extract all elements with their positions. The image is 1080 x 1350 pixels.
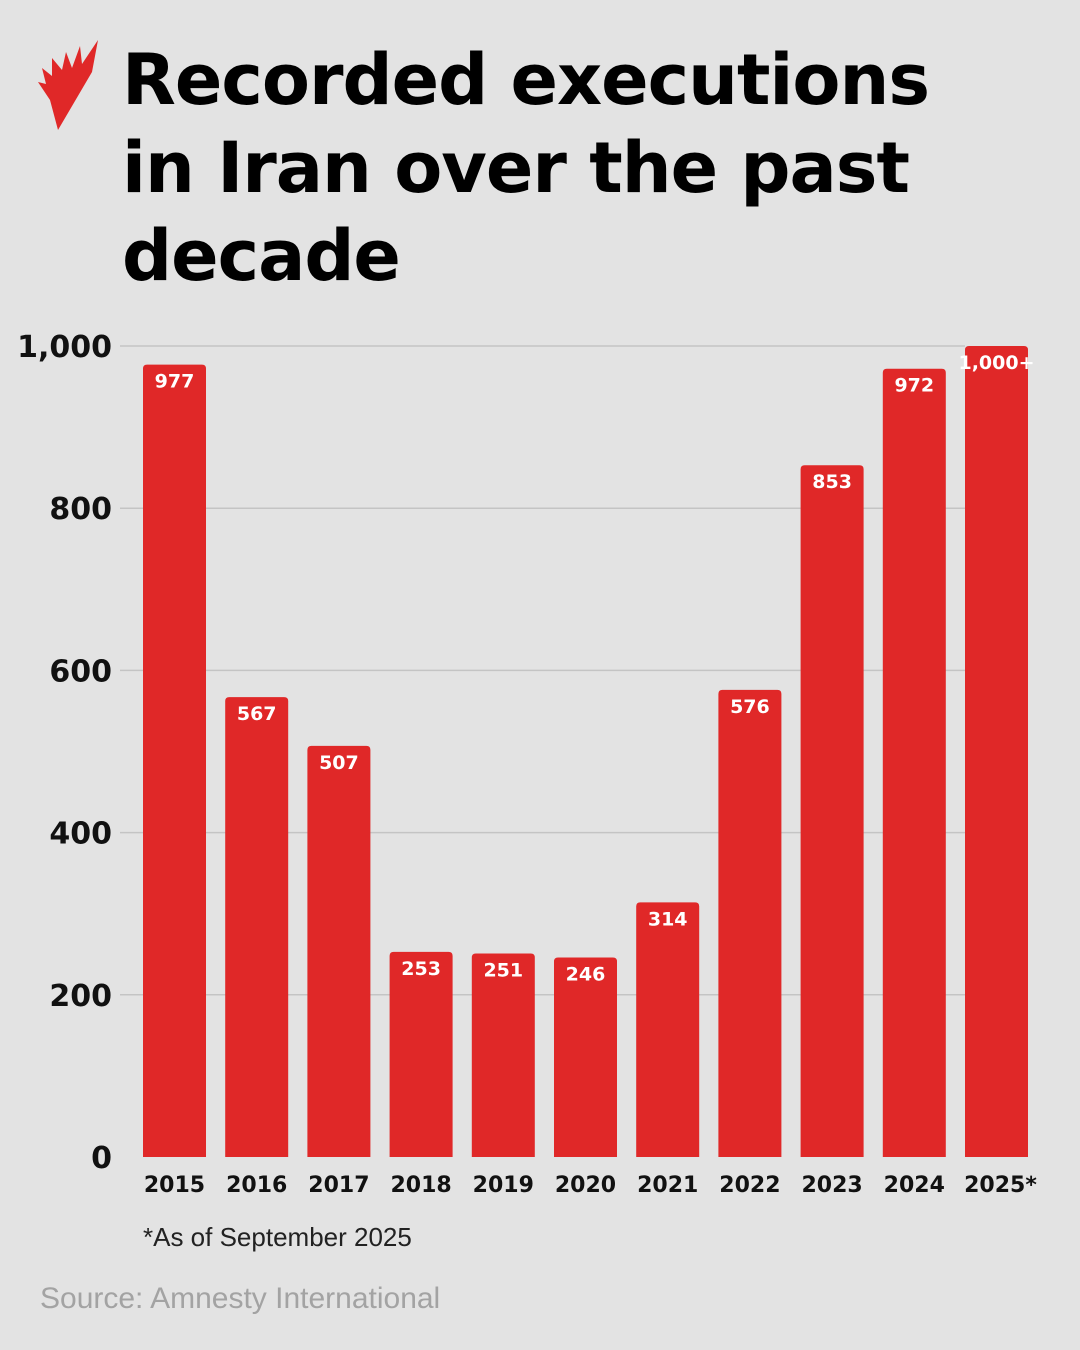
y-tick-label: 1,000 bbox=[17, 330, 112, 365]
bar-2022 bbox=[718, 689, 782, 1157]
y-tick-label: 600 bbox=[49, 654, 112, 689]
x-tick-label: 2017 bbox=[308, 1173, 369, 1198]
bar-2017 bbox=[307, 745, 371, 1157]
data-label: 251 bbox=[483, 959, 523, 981]
data-label: 977 bbox=[155, 371, 195, 393]
bar-chart: 0 200 400 600 800 1,000 977 2015 567 2016 507 2017 2… bbox=[17, 330, 1037, 1198]
chart-title: Recorded executions in Iran over the pas… bbox=[122, 39, 930, 297]
data-label: 253 bbox=[401, 958, 441, 980]
y-tick-label: 0 bbox=[91, 1141, 112, 1176]
x-tick-label: 2019 bbox=[473, 1173, 534, 1198]
bar-2025* bbox=[965, 346, 1028, 1157]
bar-2019 bbox=[471, 953, 535, 1157]
data-label: 246 bbox=[566, 963, 606, 985]
bar-2021 bbox=[636, 902, 700, 1157]
source-credit: Source: Amnesty International bbox=[40, 1282, 441, 1315]
x-tick-label: 2022 bbox=[719, 1173, 780, 1198]
data-label: 972 bbox=[894, 375, 934, 397]
y-tick-label: 400 bbox=[49, 817, 112, 852]
footnote: *As of September 2025 bbox=[143, 1222, 412, 1252]
bar-2020 bbox=[554, 957, 617, 1157]
data-label: 314 bbox=[648, 908, 688, 930]
x-tick-label: 2024 bbox=[884, 1173, 945, 1198]
y-tick-label: 800 bbox=[49, 492, 112, 527]
x-tick-label: 2021 bbox=[637, 1173, 698, 1198]
y-tick-label: 200 bbox=[49, 979, 112, 1014]
x-tick-label: 2020 bbox=[555, 1173, 616, 1198]
x-tick-label: 2015 bbox=[144, 1173, 205, 1198]
data-label: 567 bbox=[237, 703, 277, 725]
x-tick-label: 2025* bbox=[964, 1173, 1037, 1198]
data-label: 1,000+ bbox=[958, 352, 1034, 374]
x-tick-label: 2016 bbox=[226, 1173, 287, 1198]
bar-2015 bbox=[143, 364, 206, 1157]
x-tick-label: 2023 bbox=[801, 1173, 862, 1198]
data-label: 576 bbox=[730, 696, 770, 718]
sbs-logo-icon bbox=[38, 40, 98, 130]
x-tick-label: 2018 bbox=[390, 1173, 451, 1198]
bar-2018 bbox=[389, 951, 453, 1157]
bar-2024 bbox=[882, 368, 946, 1157]
data-label: 507 bbox=[319, 752, 359, 774]
data-label: 853 bbox=[812, 471, 852, 493]
bar-2016 bbox=[225, 697, 289, 1157]
bar-2023 bbox=[800, 465, 864, 1157]
